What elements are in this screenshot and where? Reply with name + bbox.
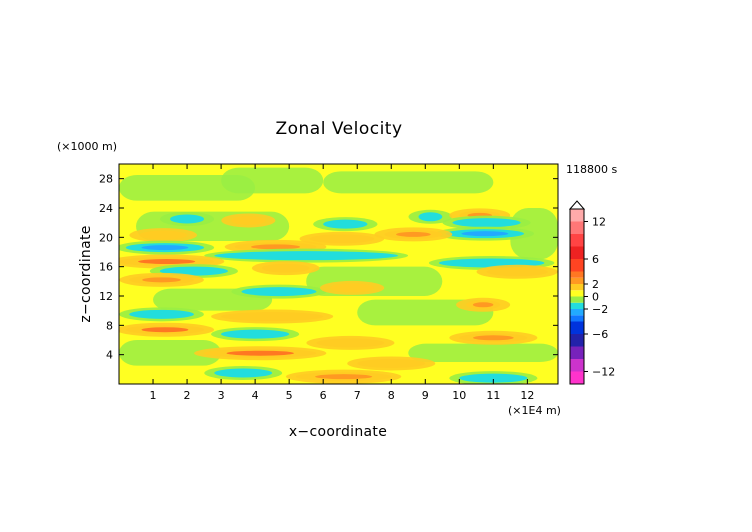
x-axis-ticks: 1 2 3 4 5 6 7 8 9 10 11 12 bbox=[150, 164, 534, 402]
colorbar-swatch bbox=[570, 334, 584, 347]
colorbar-swatch bbox=[570, 302, 584, 309]
x-tick-label: 4 bbox=[252, 389, 259, 402]
colorbar-swatch bbox=[570, 277, 584, 284]
velocity-band bbox=[139, 230, 188, 240]
velocity-band bbox=[129, 309, 194, 319]
time-label: 118800 s bbox=[566, 163, 617, 176]
negative-region bbox=[408, 343, 558, 362]
velocity-band-core bbox=[472, 335, 514, 341]
x-axis-label: x−coordinate bbox=[289, 424, 387, 440]
velocity-band-core bbox=[461, 231, 509, 237]
colorbar-swatch bbox=[570, 371, 584, 384]
velocity-band bbox=[159, 266, 228, 276]
colorbar-swatch bbox=[570, 246, 584, 259]
colorbar-swatch bbox=[570, 234, 584, 247]
velocity-band-core bbox=[251, 244, 301, 250]
y-tick-label: 12 bbox=[99, 290, 113, 303]
x-tick-label: 8 bbox=[388, 389, 395, 402]
plot-area bbox=[118, 163, 559, 385]
negative-region bbox=[119, 175, 256, 201]
velocity-band-core bbox=[315, 374, 373, 380]
x-tick-label: 6 bbox=[320, 389, 327, 402]
colorbar-swatch bbox=[570, 271, 584, 278]
colorbar-swatch bbox=[570, 309, 584, 316]
velocity-band bbox=[261, 263, 310, 273]
velocity-band-core bbox=[141, 327, 189, 333]
colorbar-label: −12 bbox=[592, 366, 615, 379]
x-tick-label: 10 bbox=[452, 389, 466, 402]
velocity-band-core bbox=[141, 245, 189, 251]
x-tick-label: 3 bbox=[218, 389, 225, 402]
colorbar: 12 6 20−2 −6 −12 bbox=[568, 200, 615, 385]
x-tick-label: 11 bbox=[486, 389, 500, 402]
colorbar-swatch bbox=[570, 284, 584, 291]
y-tick-label: 24 bbox=[99, 202, 113, 215]
velocity-band bbox=[418, 212, 443, 222]
velocity-band bbox=[357, 358, 426, 368]
velocity-band bbox=[214, 251, 399, 261]
velocity-band-core bbox=[142, 277, 181, 283]
velocity-band bbox=[323, 219, 368, 229]
velocity-band bbox=[221, 329, 290, 339]
x-tick-label: 12 bbox=[520, 389, 534, 402]
colorbar-swatch bbox=[570, 315, 584, 322]
colorbar-label: 12 bbox=[592, 216, 606, 229]
velocity-band bbox=[231, 215, 266, 225]
colorbar-swatch bbox=[570, 321, 584, 334]
colorbar-overflow-triangle bbox=[568, 200, 586, 210]
colorbar-swatch bbox=[570, 290, 584, 297]
x-tick-label: 5 bbox=[286, 389, 293, 402]
velocity-band bbox=[452, 218, 521, 228]
velocity-band-core bbox=[396, 231, 431, 237]
colorbar-swatch bbox=[570, 296, 584, 303]
velocity-band bbox=[329, 283, 375, 293]
y-unit-label: (×1000 m) bbox=[57, 140, 117, 153]
velocity-band-core bbox=[138, 259, 196, 265]
colorbar-swatch bbox=[570, 346, 584, 359]
velocity-band bbox=[241, 287, 317, 297]
velocity-band bbox=[459, 373, 528, 383]
velocity-band bbox=[486, 267, 548, 277]
y-tick-label: 16 bbox=[99, 261, 113, 274]
plot-frame bbox=[118, 163, 559, 385]
x-unit-label: (×1E4 m) bbox=[508, 404, 561, 417]
colorbar-swatch bbox=[570, 359, 584, 372]
negative-region bbox=[221, 167, 324, 194]
y-axis-label: z−coordinate bbox=[78, 225, 94, 322]
y-tick-label: 4 bbox=[106, 349, 113, 362]
x-tick-label: 2 bbox=[184, 389, 191, 402]
x-tick-label: 9 bbox=[422, 389, 429, 402]
velocity-band bbox=[316, 338, 385, 348]
colorbar-label: 0 bbox=[592, 291, 599, 304]
colorbar-label: −2 bbox=[592, 303, 608, 316]
negative-region bbox=[323, 171, 494, 194]
velocity-band bbox=[170, 214, 205, 224]
y-tick-label: 28 bbox=[99, 173, 113, 186]
velocity-band bbox=[221, 312, 324, 322]
y-axis-ticks: 4 8 12 16 20 24 28 bbox=[99, 173, 558, 362]
velocity-band bbox=[214, 368, 273, 378]
colorbar-swatch bbox=[570, 221, 584, 234]
velocity-band-core bbox=[226, 350, 294, 356]
x-tick-label: 7 bbox=[354, 389, 361, 402]
colorbar-swatch bbox=[570, 209, 584, 222]
negative-region bbox=[119, 340, 222, 366]
colorbar-label: 2 bbox=[592, 278, 599, 291]
y-tick-label: 20 bbox=[99, 231, 113, 244]
colorbar-swatch bbox=[570, 259, 584, 272]
chart-title: Zonal Velocity bbox=[275, 119, 402, 139]
y-tick-label: 8 bbox=[106, 319, 113, 332]
colorbar-label: 6 bbox=[592, 253, 599, 266]
x-tick-label: 1 bbox=[150, 389, 157, 402]
colorbar-label: −6 bbox=[592, 328, 608, 341]
velocity-band-core bbox=[472, 302, 494, 308]
velocity-band bbox=[309, 234, 375, 244]
